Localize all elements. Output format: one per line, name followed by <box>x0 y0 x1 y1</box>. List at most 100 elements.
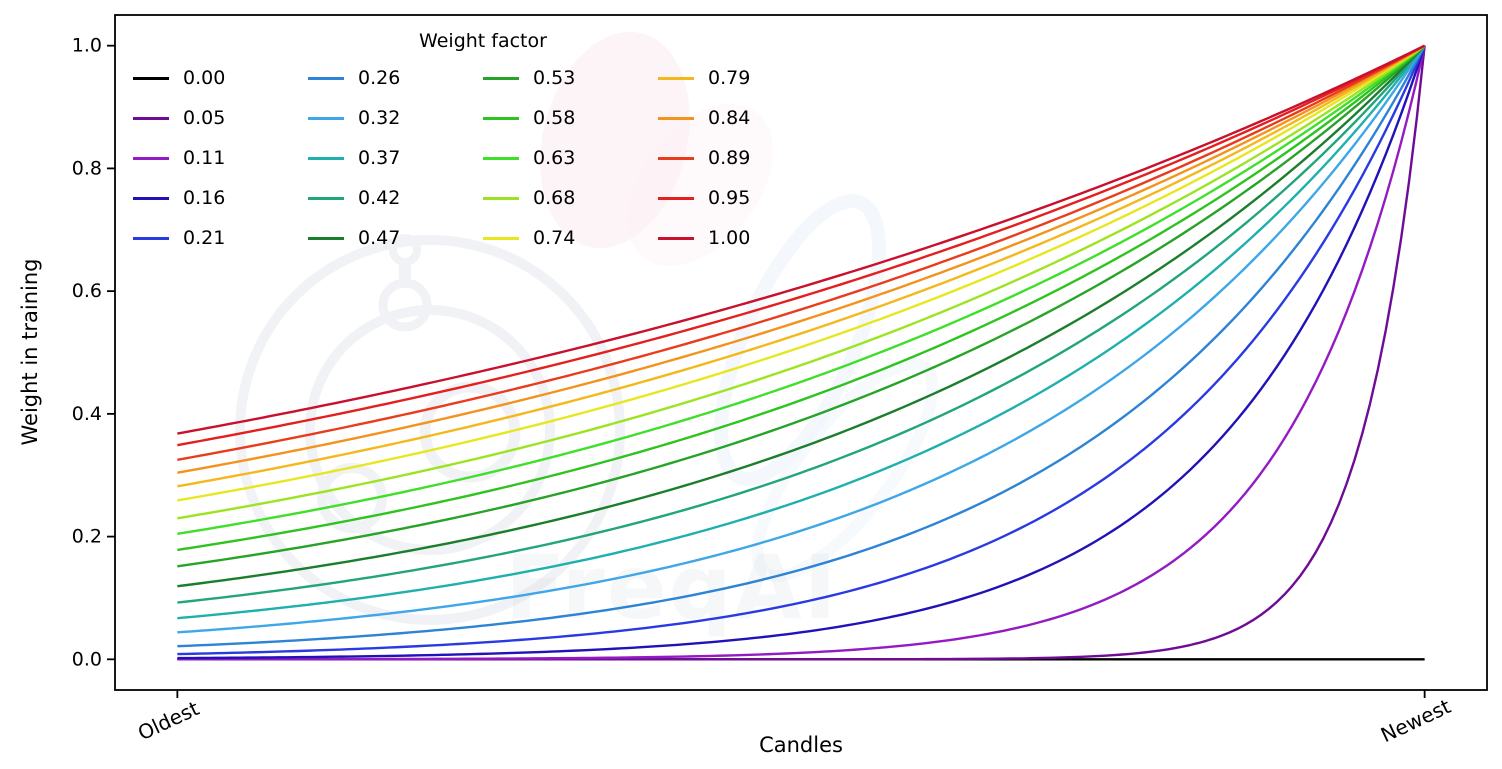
series-line-0.32 <box>177 45 1426 634</box>
legend-label: 0.89 <box>708 147 751 169</box>
y-tick-label: 0.4 <box>72 403 102 425</box>
legend-entry: 0.63 <box>483 147 658 169</box>
legend-line-swatch <box>658 156 694 160</box>
legend-line-swatch <box>133 196 169 200</box>
legend-line-swatch <box>483 116 519 120</box>
x-axis-label: Candles <box>759 733 843 757</box>
legend-entry: 0.42 <box>308 187 483 209</box>
legend-label: 0.47 <box>358 227 401 249</box>
legend-line-swatch <box>308 116 344 120</box>
legend-label: 0.58 <box>533 107 576 129</box>
series-line-0.47 <box>177 44 1426 588</box>
legend-label: 0.42 <box>358 187 401 209</box>
legend-line-swatch <box>483 76 519 80</box>
x-tick-label: Oldest <box>134 696 203 745</box>
legend-line-swatch <box>133 156 169 160</box>
series-line-0.89 <box>177 44 1426 462</box>
legend-entry: 0.16 <box>133 187 308 209</box>
y-tick-label: 0.6 <box>72 280 102 302</box>
legend-line-swatch <box>483 196 519 200</box>
watermark-petal <box>540 31 690 249</box>
legend-line-swatch <box>308 76 344 80</box>
legend-label: 0.68 <box>533 187 576 209</box>
legend-entry: 0.37 <box>308 147 483 169</box>
legend-label: 0.32 <box>358 107 401 129</box>
legend-line-swatch <box>133 236 169 240</box>
series-line-0.37 <box>177 44 1426 620</box>
series-line-0.95 <box>177 44 1426 447</box>
series-line-0.16 <box>177 45 1426 660</box>
legend-title: Weight factor <box>419 30 547 52</box>
legend-label: 0.16 <box>183 187 226 209</box>
legend-entry: 0.11 <box>133 147 308 169</box>
series-line-0.11 <box>177 45 1426 661</box>
legend-line-swatch <box>658 236 694 240</box>
legend-entry: 0.58 <box>483 107 658 129</box>
legend-line-swatch <box>308 236 344 240</box>
legend-line-swatch <box>658 116 694 120</box>
y-axis-label: Weight in training <box>18 258 42 446</box>
watermark-petal <box>627 104 773 266</box>
series-line-0.26 <box>177 45 1426 648</box>
y-tick-label: 0.8 <box>72 157 102 179</box>
legend-label: 0.21 <box>183 227 226 249</box>
watermark-logo: FreqAI <box>235 31 939 639</box>
watermark-circle <box>235 235 625 625</box>
legend-entry: 0.47 <box>308 227 483 249</box>
series-line-0.84 <box>177 44 1426 474</box>
legend-label: 0.05 <box>183 107 226 129</box>
legend-entry: 0.79 <box>658 67 833 89</box>
legend-entry: 1.00 <box>658 227 833 249</box>
watermark-stopwatch-knob <box>378 278 432 332</box>
legend-entry: 0.26 <box>308 67 483 89</box>
legend-label: 0.63 <box>533 147 576 169</box>
legend-label: 0.11 <box>183 147 226 169</box>
series-line-0.21 <box>177 45 1426 656</box>
y-tick-label: 0.0 <box>72 648 102 670</box>
series-line-1.00 <box>177 44 1426 435</box>
watermark-stopwatch-stem <box>399 262 411 288</box>
legend: Weight factor 0.00 0.05 0.11 0.16 0.21 0.26 0.… <box>133 30 833 258</box>
axes-spines <box>114 14 1488 691</box>
legend-line-swatch <box>308 156 344 160</box>
legend-entry: 0.53 <box>483 67 658 89</box>
legend-entry: 0.21 <box>133 227 308 249</box>
legend-label: 0.74 <box>533 227 576 249</box>
legend-entry: 0.89 <box>658 147 833 169</box>
legend-label: 0.79 <box>708 67 751 89</box>
series-line-0.79 <box>177 44 1426 488</box>
watermark-wing <box>751 357 939 583</box>
legend-label: 0.26 <box>358 67 401 89</box>
legend-label: 1.00 <box>708 227 751 249</box>
legend-label: 0.53 <box>533 67 576 89</box>
legend-label: 0.95 <box>708 187 751 209</box>
watermark-text: FreqAI <box>505 536 838 639</box>
series-line-0.74 <box>177 44 1426 502</box>
legend-line-swatch <box>483 236 519 240</box>
legend-grid: 0.00 0.05 0.11 0.16 0.21 0.26 0.32 0.37 0.42 0.47… <box>133 58 833 258</box>
x-tick-label: Newest <box>1377 694 1455 747</box>
legend-entry: 0.74 <box>483 227 658 249</box>
y-tick-label: 1.0 <box>72 35 102 57</box>
legend-entry: 0.68 <box>483 187 658 209</box>
series-line-0.68 <box>177 44 1426 520</box>
legend-line-swatch <box>483 156 519 160</box>
legend-entry: 0.95 <box>658 187 833 209</box>
legend-line-swatch <box>658 76 694 80</box>
series-line-0.58 <box>177 44 1426 552</box>
legend-label: 0.00 <box>183 67 226 89</box>
legend-label: 0.84 <box>708 107 751 129</box>
watermark-stopwatch-ring <box>389 234 421 266</box>
legend-entry: 0.32 <box>308 107 483 129</box>
y-tick-label: 0.2 <box>72 526 102 548</box>
legend-line-swatch <box>308 196 344 200</box>
legend-line-swatch <box>133 116 169 120</box>
legend-entry: 0.00 <box>133 67 308 89</box>
legend-entry: 0.84 <box>658 107 833 129</box>
legend-line-swatch <box>133 76 169 80</box>
series-line-0.63 <box>177 44 1426 536</box>
legend-label: 0.37 <box>358 147 401 169</box>
series-line-0.53 <box>177 44 1426 568</box>
